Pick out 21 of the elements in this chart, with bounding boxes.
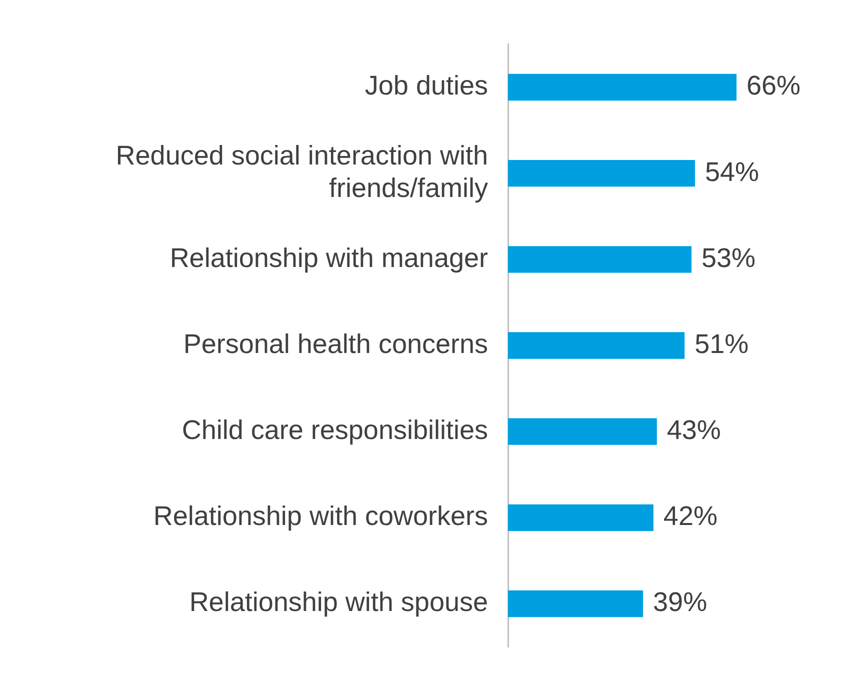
data-label: 51% [694, 328, 749, 359]
bar [508, 418, 657, 445]
bar [508, 504, 654, 532]
y-tick-label: Job duties [364, 70, 488, 101]
y-tick-label: Personal health concerns [183, 328, 488, 359]
y-tick-label: Relationship with manager [170, 242, 488, 273]
data-label: 39% [653, 587, 708, 618]
bar [508, 590, 644, 618]
data-label: 54% [704, 156, 760, 187]
data-label: 53% [702, 242, 756, 273]
bar [508, 160, 695, 187]
bar [508, 332, 685, 359]
data-label: 42% [663, 501, 718, 532]
bar [508, 246, 692, 273]
y-tick-label: Reduced social interaction with friends/family [116, 140, 488, 203]
y-tick-label: Relationship with spouse [189, 587, 488, 618]
y-tick-label: Relationship with coworkers [153, 501, 488, 532]
data-label: 66% [746, 70, 801, 101]
data-label: 43% [666, 415, 721, 446]
bar [508, 74, 737, 101]
y-tick-label: Child care responsibilities [182, 415, 488, 446]
